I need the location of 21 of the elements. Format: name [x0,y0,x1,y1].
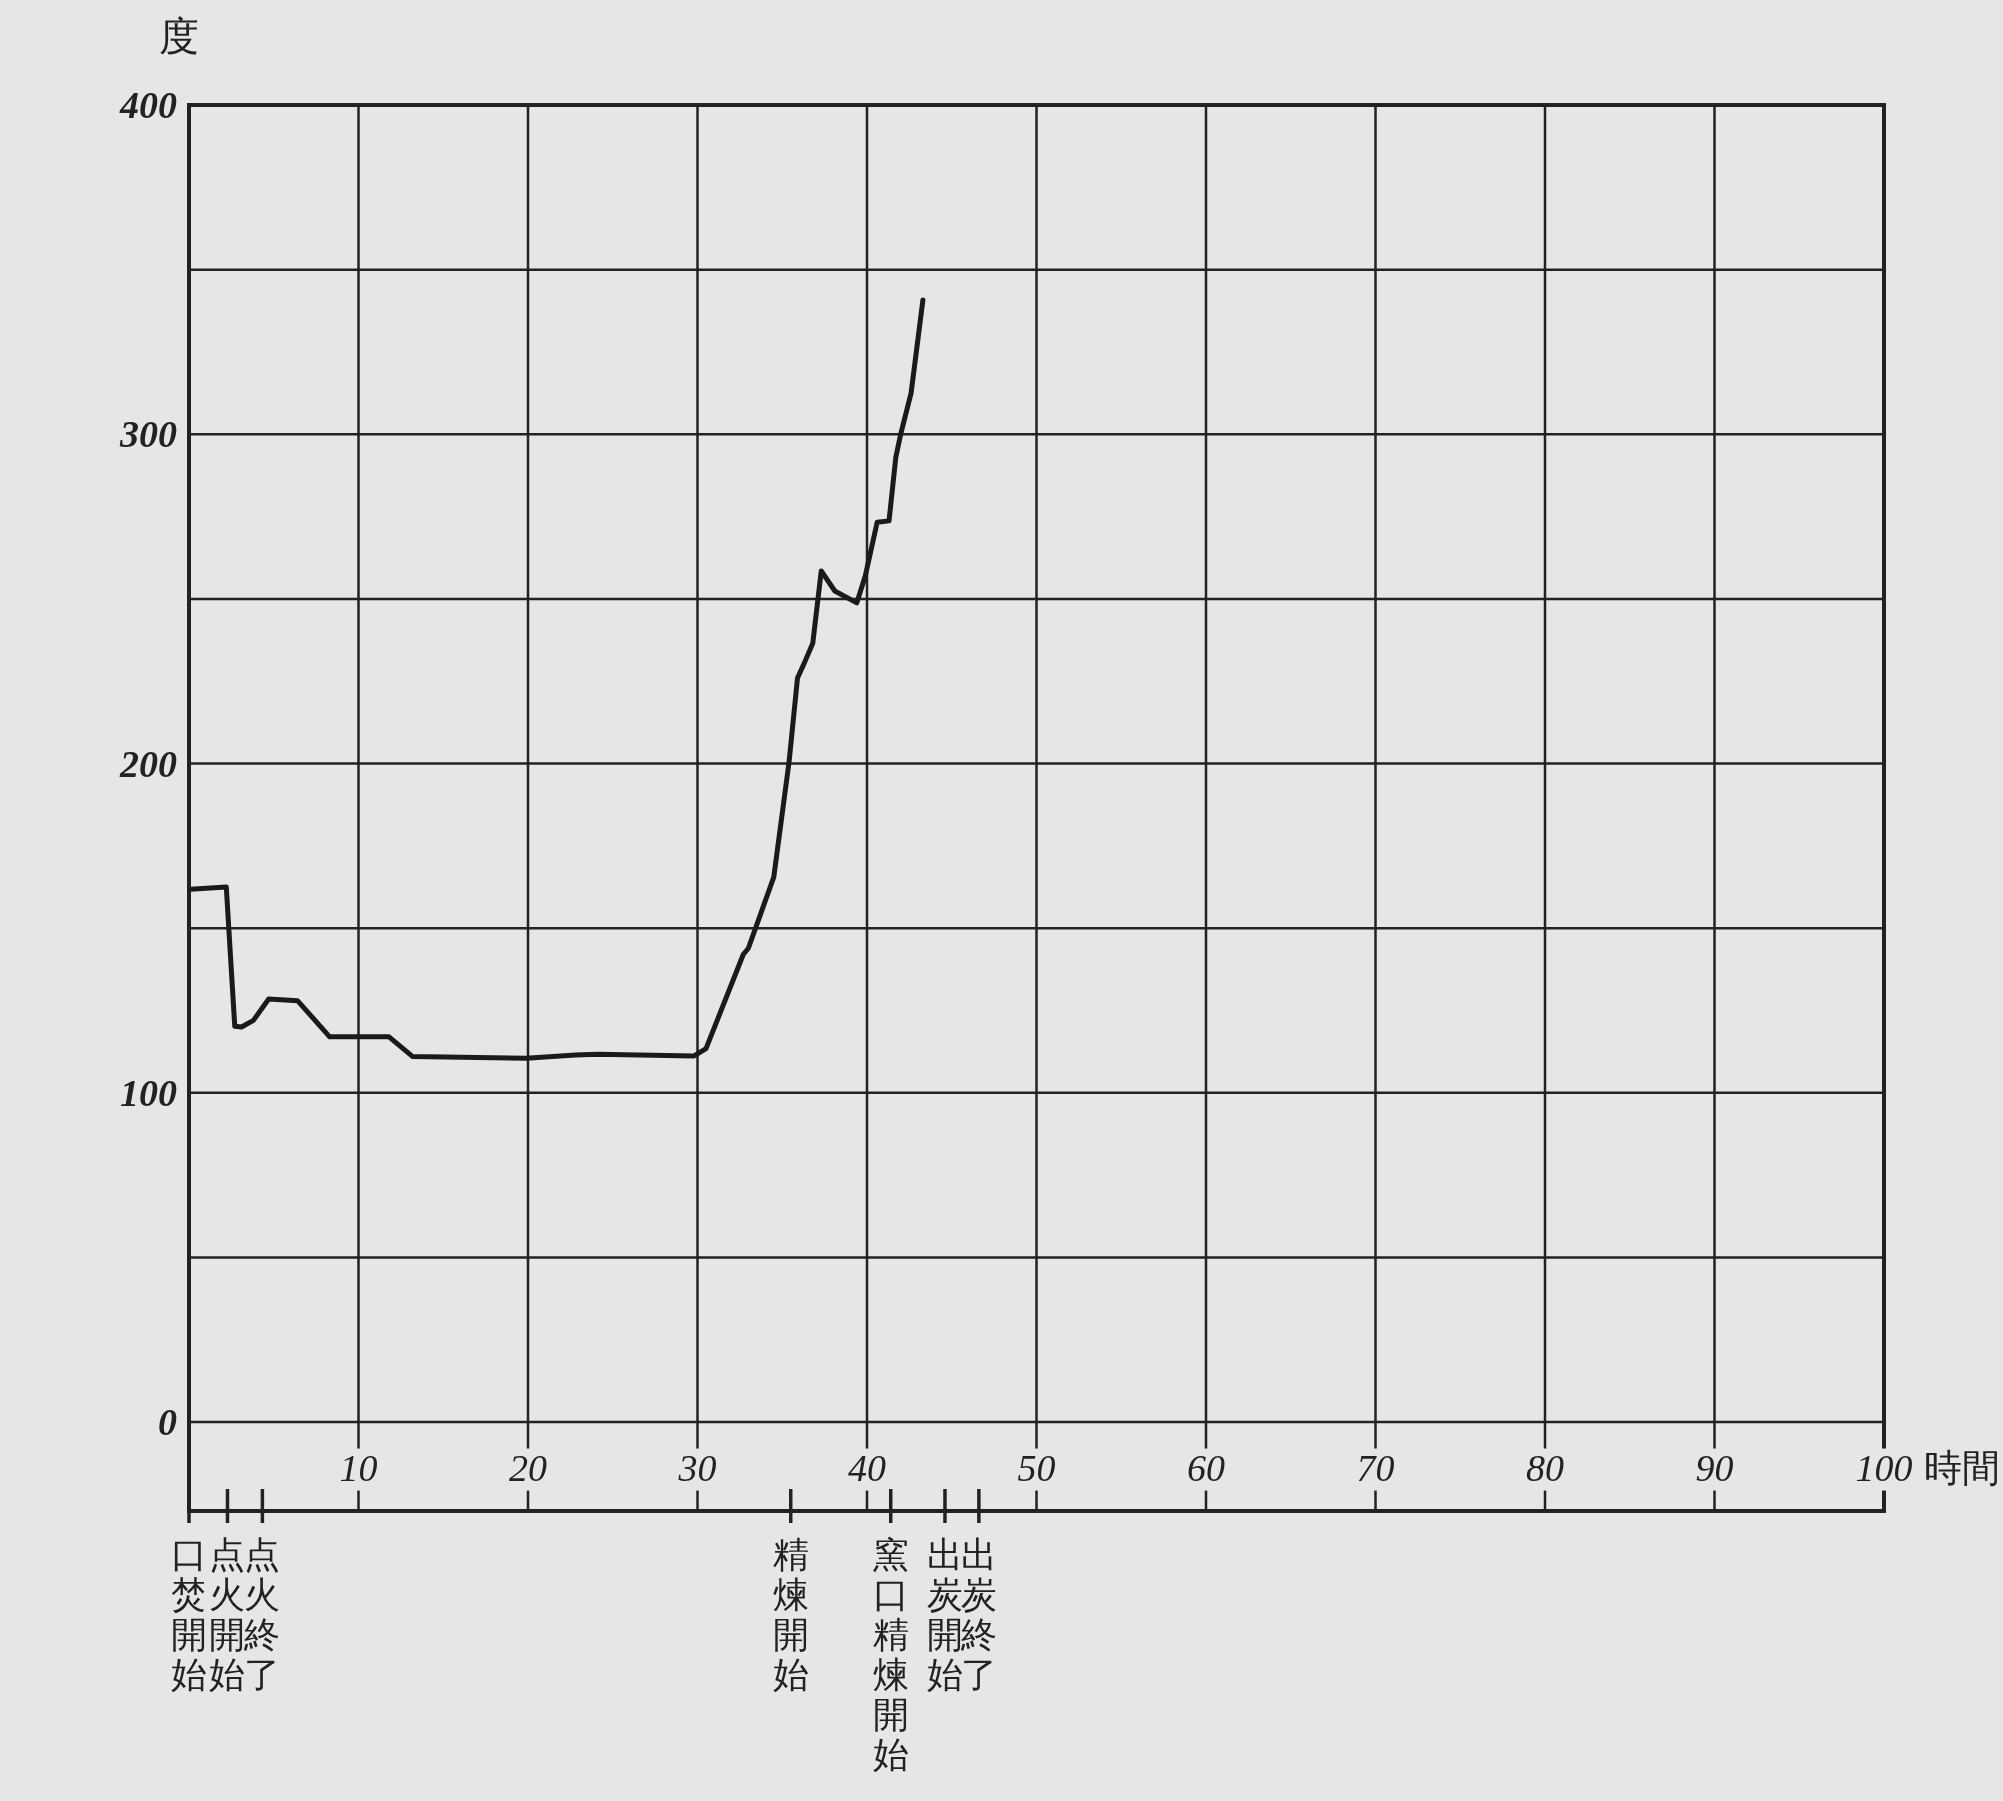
x-tick-label: 30 [677,1446,717,1489]
ref-line-label: 窯口精煉開始 [872,1535,909,1775]
x-tick-label: 100 [1855,1446,1913,1489]
x-tick-label: 40 [848,1446,886,1489]
ref-line-label: 口焚開始 [171,1535,207,1695]
x-tick-label: 70 [1356,1446,1395,1489]
x-tick-label: 90 [1695,1446,1734,1489]
y-axis-title: 度 [159,14,199,59]
ref-line-label: 精煉開始 [772,1535,809,1695]
y-tick-label: 0 [158,1401,177,1444]
y-tick-label: 400 [119,84,177,126]
x-tick-label: 60 [1187,1446,1225,1489]
x-tick-label: 20 [509,1446,547,1489]
x-tick-label: 50 [1017,1446,1056,1489]
y-tick-label: 100 [120,1071,177,1114]
x-axis-title: 時間 [1924,1446,2000,1489]
x-tick-label: 10 [339,1446,378,1489]
x-tick-label: 80 [1526,1446,1564,1489]
y-tick-label: 200 [119,742,177,785]
ref-line-label: 点火終了 [243,1535,281,1695]
y-tick-label: 300 [119,413,177,456]
